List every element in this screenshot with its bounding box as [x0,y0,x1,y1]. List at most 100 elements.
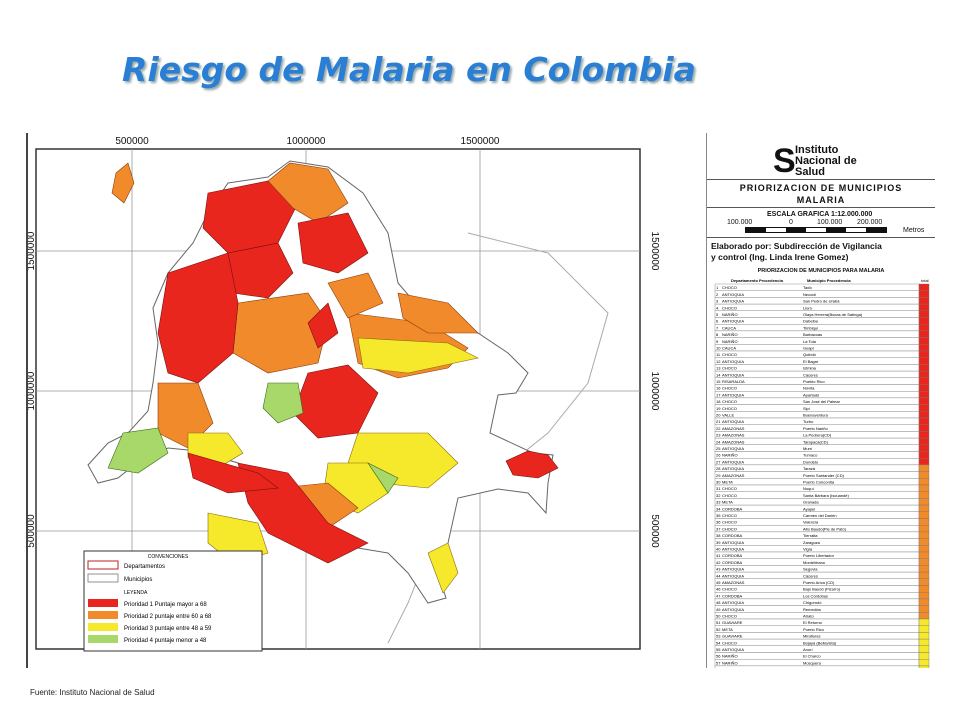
row-department: ANTIOQUIA [722,573,744,578]
scale-value: 100.000 [727,219,753,226]
row-municipality: Mosquera [803,660,822,665]
priority-cell [918,538,930,546]
table-row: 55 ANTIOQUIA Anorí [714,645,930,653]
priority-cell [918,444,930,452]
row-department: NARIÑO [722,339,738,344]
row-number: 34 [716,506,721,511]
row-municipality: Cáceres [803,372,818,377]
table-row: 32 CHOCO Santa Bárbara (Iscuandé) [714,491,930,499]
row-number: 15 [716,379,721,384]
row-department: NARIÑO [722,654,738,659]
row-municipality: Turbo [803,419,814,424]
row-number: 21 [716,419,721,424]
y-tick-label-left: 1500000 [28,231,37,270]
legend-item-label: Prioridad 4 puntaje menor a 48 [124,638,207,644]
elaborado-line: Elaborado por: Subdirección de Vigilanci… [711,241,882,251]
row-department: CORDOBA [722,560,743,565]
legend-municipios: Municipios [124,577,152,583]
priority-cell [918,638,930,647]
priority-cell [918,384,930,392]
priority-cell [918,518,930,526]
row-number: 16 [716,386,721,391]
table-header: Departamento Procedencia Municipio Proced… [731,278,929,283]
priority-cell [918,531,930,539]
x-tick-label: 500000 [115,136,149,147]
priority-cell [918,370,930,378]
row-department: CORDOBA [722,533,743,538]
row-number: 39 [716,540,721,545]
ins-logo-icon: S [773,142,796,180]
scale-value: 100.000 [817,219,843,226]
row-number: 27 [716,459,721,464]
priority-cell [918,390,930,399]
table-row: 28 ANTIOQUIA Tarazá [714,464,930,472]
priority-cell [918,364,930,372]
row-municipality: El Charco [803,654,821,659]
row-department: AMAZONAS [722,580,745,585]
row-number: 13 [716,366,721,371]
row-department: ANTIOQUIA [722,567,744,572]
row-municipality: Puerto Rico [803,627,825,632]
row-municipality: El Bagre [803,359,819,364]
legend-item-label: Prioridad 3 puntaje entre 48 a 59 [124,626,212,632]
row-department: CHOCO [722,587,737,592]
table-row: 43 ANTIOQUIA Segovia [714,565,930,573]
row-municipality: Olaya Herrera(Bocas de Satinga) [803,312,863,317]
priority-cell [918,545,930,553]
row-number: 9 [716,339,719,344]
row-department: CHOCO [722,386,737,391]
row-number: 28 [716,466,721,471]
priority-table: Departamento Procedencia Municipio Proced… [714,278,930,668]
y-tick-label-right: 1000000 [649,372,660,411]
row-number: 38 [716,533,721,538]
row-number: 42 [716,560,721,565]
y-tick-label-right: 500000 [649,514,660,548]
table-row: 17 ANTIOQUIA Apartadó [714,390,930,399]
priority-cell [918,558,930,566]
row-number: 36 [716,520,721,525]
row-number: 17 [716,392,721,397]
row-number: 10 [716,346,721,351]
priority-cell [918,659,930,667]
row-department: CHOCO [722,305,737,310]
row-number: 24 [716,439,721,444]
table-row: 13 CHOCO Istmina [714,364,930,372]
row-department: AMAZONAS [722,433,745,438]
table-row: 14 ANTIOQUIA Cáceres [714,370,930,378]
priority-cell [918,471,930,479]
row-municipality: Tadó [803,285,812,290]
row-department: ANTIOQUIA [722,299,744,304]
row-municipality: Necoclí [803,292,817,297]
row-municipality: Ayapel [803,506,815,511]
priority-cell [918,424,930,432]
row-department: NARIÑO [722,660,738,665]
row-number: 32 [716,493,721,498]
x-tick-label: 1500000 [461,136,500,147]
source-note: Fuente: Instituto Nacional de Salud [30,688,155,697]
row-number: 33 [716,500,721,505]
table-row: 11 CHOCO Quibdó [714,350,930,358]
row-municipality: San Pedro de Urabá [803,299,840,304]
row-department: CHOCO [722,366,737,371]
table-row: 56 NARIÑO El Charco [714,652,930,660]
priority-cell [918,411,930,419]
priority-cell [918,598,930,606]
ins-logo: S Instituto Nacional de Salud [773,143,923,181]
row-department: META [722,480,733,485]
row-municipality: Segovia [803,567,818,572]
priority-cell [918,350,930,358]
row-department: ANTIOQUIA [722,540,744,545]
row-municipality: Atrato [803,614,814,619]
row-municipality: Quibdó [803,352,817,357]
table-row: 24 AMAZONAS Tarapacá(CD) [714,437,930,446]
legend-item-label: Prioridad 2 puntaje entre 60 a 68 [124,614,212,620]
priority-cell [918,618,930,626]
priority-cell [918,612,930,620]
elaborado-line: y control (Ing. Linda Irene Gomez) [711,252,849,262]
row-municipality: Nuquí [803,486,815,491]
row-municipality: Puerto Santander (CD) [803,473,845,478]
row-municipality: Sipí [803,406,811,411]
row-municipality: Remedios [803,607,821,612]
header-cell: Municipio Procedencia [807,278,851,283]
row-number: 44 [716,573,721,578]
